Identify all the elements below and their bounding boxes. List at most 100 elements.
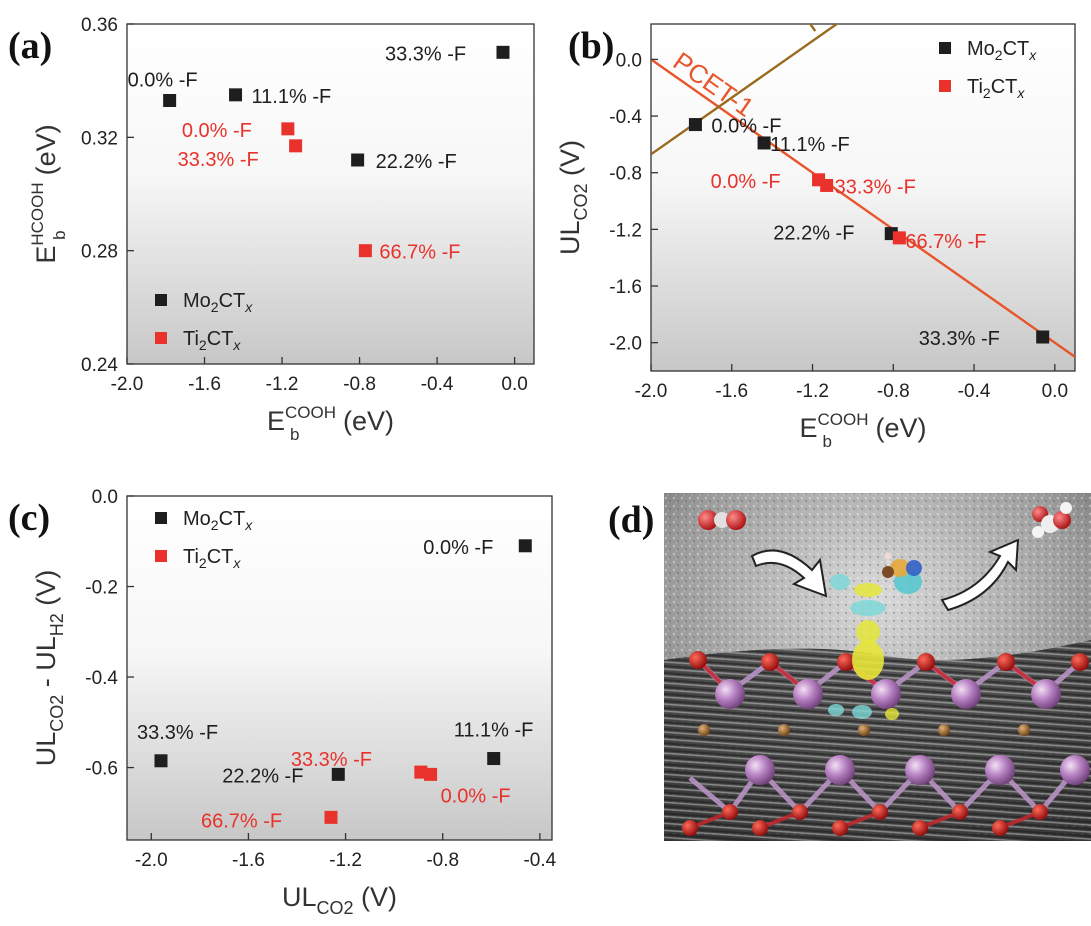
co2-molecule <box>698 510 746 530</box>
fit-line-pcet-2 <box>651 24 839 156</box>
charge-density-lobes <box>828 559 922 720</box>
data-point-label: 22.2% -F <box>773 223 854 245</box>
legend-marker <box>939 42 951 54</box>
x-tick-label: -0.4 <box>958 381 991 402</box>
legend-label: Mo2CTx <box>183 508 253 533</box>
x-tick-label: -1.6 <box>188 374 221 395</box>
data-point <box>757 136 771 150</box>
legend-marker <box>155 294 167 306</box>
x-tick-label: -0.8 <box>877 381 910 402</box>
metal-atoms-bottom <box>745 755 1090 785</box>
data-point <box>163 94 177 107</box>
x-tick-label: -2.0 <box>135 850 168 871</box>
y-axis-label: ULCO2 (V) <box>555 140 591 255</box>
data-point-label: 33.3% -F <box>835 176 916 198</box>
y-tick-label: -0.4 <box>609 107 642 128</box>
y-tick-label: -1.6 <box>609 277 642 298</box>
x-tick-label: 0.0 <box>501 374 527 395</box>
x-tick-label: -2.0 <box>635 381 668 402</box>
oxygen-atoms-bottom <box>682 804 1048 836</box>
data-point <box>424 767 438 781</box>
data-point-label: 33.3% -F <box>137 722 218 744</box>
y-tick-label: -0.2 <box>85 578 118 599</box>
data-point-label: 66.7% -F <box>379 242 460 264</box>
legend-label: Mo2CTx <box>967 38 1037 63</box>
data-point-label: 33.3% -F <box>291 749 372 771</box>
y-tick-label: -0.6 <box>85 759 118 780</box>
data-point-label: 0.0% -F <box>182 120 252 142</box>
data-point-label: 0.0% -F <box>423 537 493 559</box>
legend-marker <box>155 550 167 562</box>
data-point-label: 66.7% -F <box>201 810 282 832</box>
y-tick-label: -0.4 <box>85 668 118 689</box>
legend-label: Ti2CTx <box>183 328 241 353</box>
carbon-atoms <box>698 724 1030 736</box>
hcooh-molecule <box>1032 502 1072 538</box>
data-point <box>1036 330 1050 344</box>
data-point <box>487 752 501 766</box>
y-tick-label: 0.32 <box>81 128 118 149</box>
data-point-label: 33.3% -F <box>178 149 259 171</box>
panel-label-c: (c) <box>8 497 50 539</box>
fit-line-pcet-1 <box>651 58 1075 358</box>
plot-area-c <box>126 495 553 841</box>
data-point <box>324 810 338 824</box>
oxygen-atoms-top <box>689 651 1089 671</box>
data-point-label: 0.0% -F <box>711 116 781 138</box>
x-axis-label: ECOOH b (eV) <box>267 403 394 444</box>
x-tick-label: -0.8 <box>426 850 459 871</box>
data-point-label: 22.2% -F <box>376 151 457 173</box>
x-tick-label: -0.4 <box>523 850 556 871</box>
data-point-label: 33.3% -F <box>385 43 466 65</box>
data-point-label: 0.0% -F <box>441 785 511 807</box>
data-point <box>820 178 834 192</box>
y-tick-label: -0.8 <box>609 164 642 185</box>
y-tick-label: -2.0 <box>609 334 642 355</box>
x-tick-label: 0.0 <box>1042 381 1068 402</box>
legend-label: Mo2CTx <box>183 290 253 315</box>
data-point <box>496 45 510 59</box>
x-tick-label: -0.8 <box>343 374 376 395</box>
plot-area-a <box>126 23 535 365</box>
data-point <box>154 754 168 768</box>
x-axis-label: ECOOH b (eV) <box>800 410 927 451</box>
panel-label-d: (d) <box>608 499 654 541</box>
y-axis-label: ULCO2 - ULH2 (V) <box>31 570 67 767</box>
panel-label-b: (b) <box>568 25 614 67</box>
panel-d: (d) <box>608 493 1091 841</box>
data-point <box>281 122 295 136</box>
data-point-label: 33.3% -F <box>919 328 1000 350</box>
data-point-label: 11.1% -F <box>252 86 332 108</box>
data-point <box>688 118 702 132</box>
adsorbate-molecule <box>882 552 894 578</box>
plot-area-b <box>650 23 1076 372</box>
data-point-label: 0.0% -F <box>711 171 781 193</box>
x-tick-label: -1.6 <box>232 850 265 871</box>
y-tick-label: 0.24 <box>81 355 118 376</box>
x-axis-label: ULCO2 (V) <box>282 882 397 918</box>
legend-marker <box>939 80 951 92</box>
panel-label-a: (a) <box>8 25 52 67</box>
data-point <box>358 244 372 258</box>
data-point <box>229 88 243 102</box>
y-tick-label: 0.0 <box>616 50 642 71</box>
panel-b: PCET-1PCET-2 -2.0-1.6-1.2-0.8-0.40.0-2.0… <box>555 23 1076 451</box>
x-tick-label: -2.0 <box>111 374 144 395</box>
tem-structure-image <box>664 493 1091 841</box>
data-point <box>351 153 365 167</box>
data-point-label: 11.1% -F <box>770 134 850 156</box>
panel-c: -2.0 -1.6 -1.2 -0.8 -0.4 0.0 -0.2 -0.4 -0.6 ULCO2… <box>8 487 557 918</box>
y-tick-label: 0.36 <box>81 15 118 36</box>
data-point <box>289 139 303 153</box>
data-point-label: 11.1% -F <box>454 720 534 742</box>
x-tick-label: -1.2 <box>796 381 829 402</box>
legend-marker <box>155 512 167 524</box>
x-tick-label: -1.2 <box>329 850 362 871</box>
metal-atoms-top <box>715 679 1061 709</box>
x-tick-label: -0.4 <box>421 374 454 395</box>
x-tick-label: -1.6 <box>715 381 748 402</box>
data-point <box>518 539 532 553</box>
data-point-label: 0.0% -F <box>128 70 198 92</box>
y-tick-label: 0.28 <box>81 242 118 263</box>
